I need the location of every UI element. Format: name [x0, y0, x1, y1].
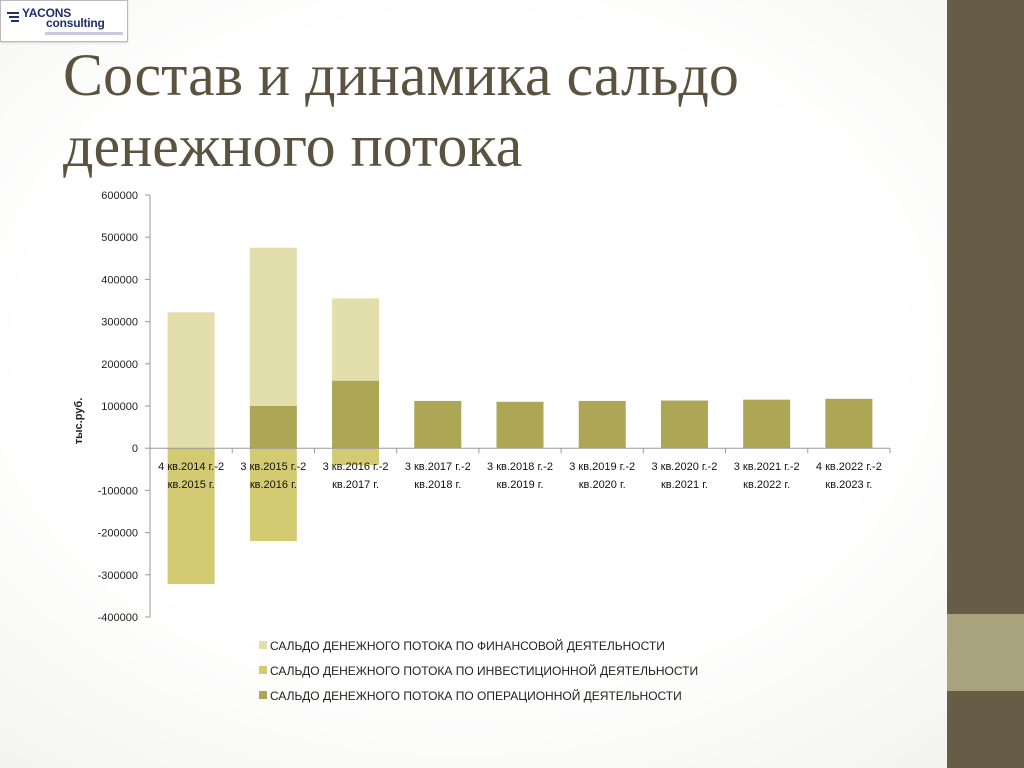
x-tick-label-line2: кв.2023 г. [825, 479, 872, 491]
x-tick-label-line1: 3 кв.2017 г.-2 [405, 461, 471, 473]
bar-operational-5 [578, 400, 626, 449]
y-axis-title: тыс.руб. [73, 398, 85, 445]
bar-operational-8 [825, 398, 873, 449]
x-tick-label-line2: кв.2021 г. [661, 479, 708, 491]
x-tick-label-line2: кв.2017 г. [332, 479, 379, 491]
y-tick-label: 100000 [101, 401, 138, 413]
logo-text-yacons: YACONS [22, 6, 72, 20]
y-tick-label: 200000 [101, 359, 138, 371]
bar-operational-4 [496, 401, 544, 449]
legend-label-investment: САЛЬДО ДЕНЕЖНОГО ПОТОКА ПО ИНВЕСТИЦИОННО… [270, 663, 698, 678]
logo-arrow-icon [7, 12, 19, 22]
bar-operational-2 [332, 380, 380, 449]
decorative-sidebar [947, 0, 1024, 768]
x-tick-label-line1: 3 кв.2019 г.-2 [569, 461, 635, 473]
bar-operational-3 [414, 400, 462, 449]
x-tick-label-line1: 3 кв.2021 г.-2 [734, 461, 800, 473]
x-tick-label-line2: кв.2016 г. [250, 479, 297, 491]
bar-financial-2 [332, 298, 380, 381]
x-tick-label-line1: 4 кв.2022 г.-2 [816, 461, 882, 473]
bar-investment-1 [249, 448, 297, 542]
x-tick-label-line2: кв.2019 г. [497, 479, 544, 491]
bar-financial-0 [167, 312, 215, 449]
x-tick-label-line2: кв.2018 г. [414, 479, 461, 491]
sidebar-accent-band [947, 614, 1024, 691]
x-tick-label-line2: кв.2015 г. [168, 479, 215, 491]
x-tick-label-line2: кв.2022 г. [743, 479, 790, 491]
logo-text-consulting: consulting [46, 16, 105, 30]
x-tick-label-line1: 4 кв.2014 г.-2 [158, 461, 224, 473]
y-tick-label: -100000 [98, 485, 138, 497]
y-tick-label: 300000 [101, 317, 138, 329]
x-tick-label-line1: 3 кв.2020 г.-2 [651, 461, 717, 473]
y-tick-label: 500000 [101, 232, 138, 244]
legend-label-operational: САЛЬДО ДЕНЕЖНОГО ПОТОКА ПО ОПЕРАЦИОННОЙ … [270, 688, 682, 703]
bar-operational-1 [249, 406, 297, 449]
slide-title: Состав и динамика сальдо денежного поток… [63, 42, 739, 179]
y-tick-label: 400000 [101, 274, 138, 286]
company-logo: YACONS consulting [0, 0, 128, 42]
x-tick-label-line1: 3 кв.2018 г.-2 [487, 461, 553, 473]
bar-operational-6 [660, 400, 708, 449]
x-tick-label-line1: 3 кв.2015 г.-2 [240, 461, 306, 473]
bar-financial-1 [249, 247, 297, 406]
legend-swatch-investment [259, 666, 267, 674]
y-tick-label: -400000 [98, 612, 138, 624]
legend-swatch-financial [259, 641, 267, 649]
bar-operational-7 [743, 399, 791, 449]
x-tick-label-line1: 3 кв.2016 г.-2 [323, 461, 389, 473]
y-tick-label: -300000 [98, 570, 138, 582]
x-tick-label-line2: кв.2020 г. [579, 479, 626, 491]
bar-investment-2 [332, 448, 380, 466]
legend-swatch-operational [259, 691, 267, 699]
legend-label-financial: САЛЬДО ДЕНЕЖНОГО ПОТОКА ПО ФИНАНСОВОЙ ДЕ… [270, 638, 665, 653]
y-tick-label: 0 [132, 443, 138, 455]
y-tick-label: -200000 [98, 528, 138, 540]
bar-investment-0 [167, 448, 215, 585]
y-tick-label: 600000 [101, 190, 138, 202]
logo-tagline [45, 32, 123, 35]
